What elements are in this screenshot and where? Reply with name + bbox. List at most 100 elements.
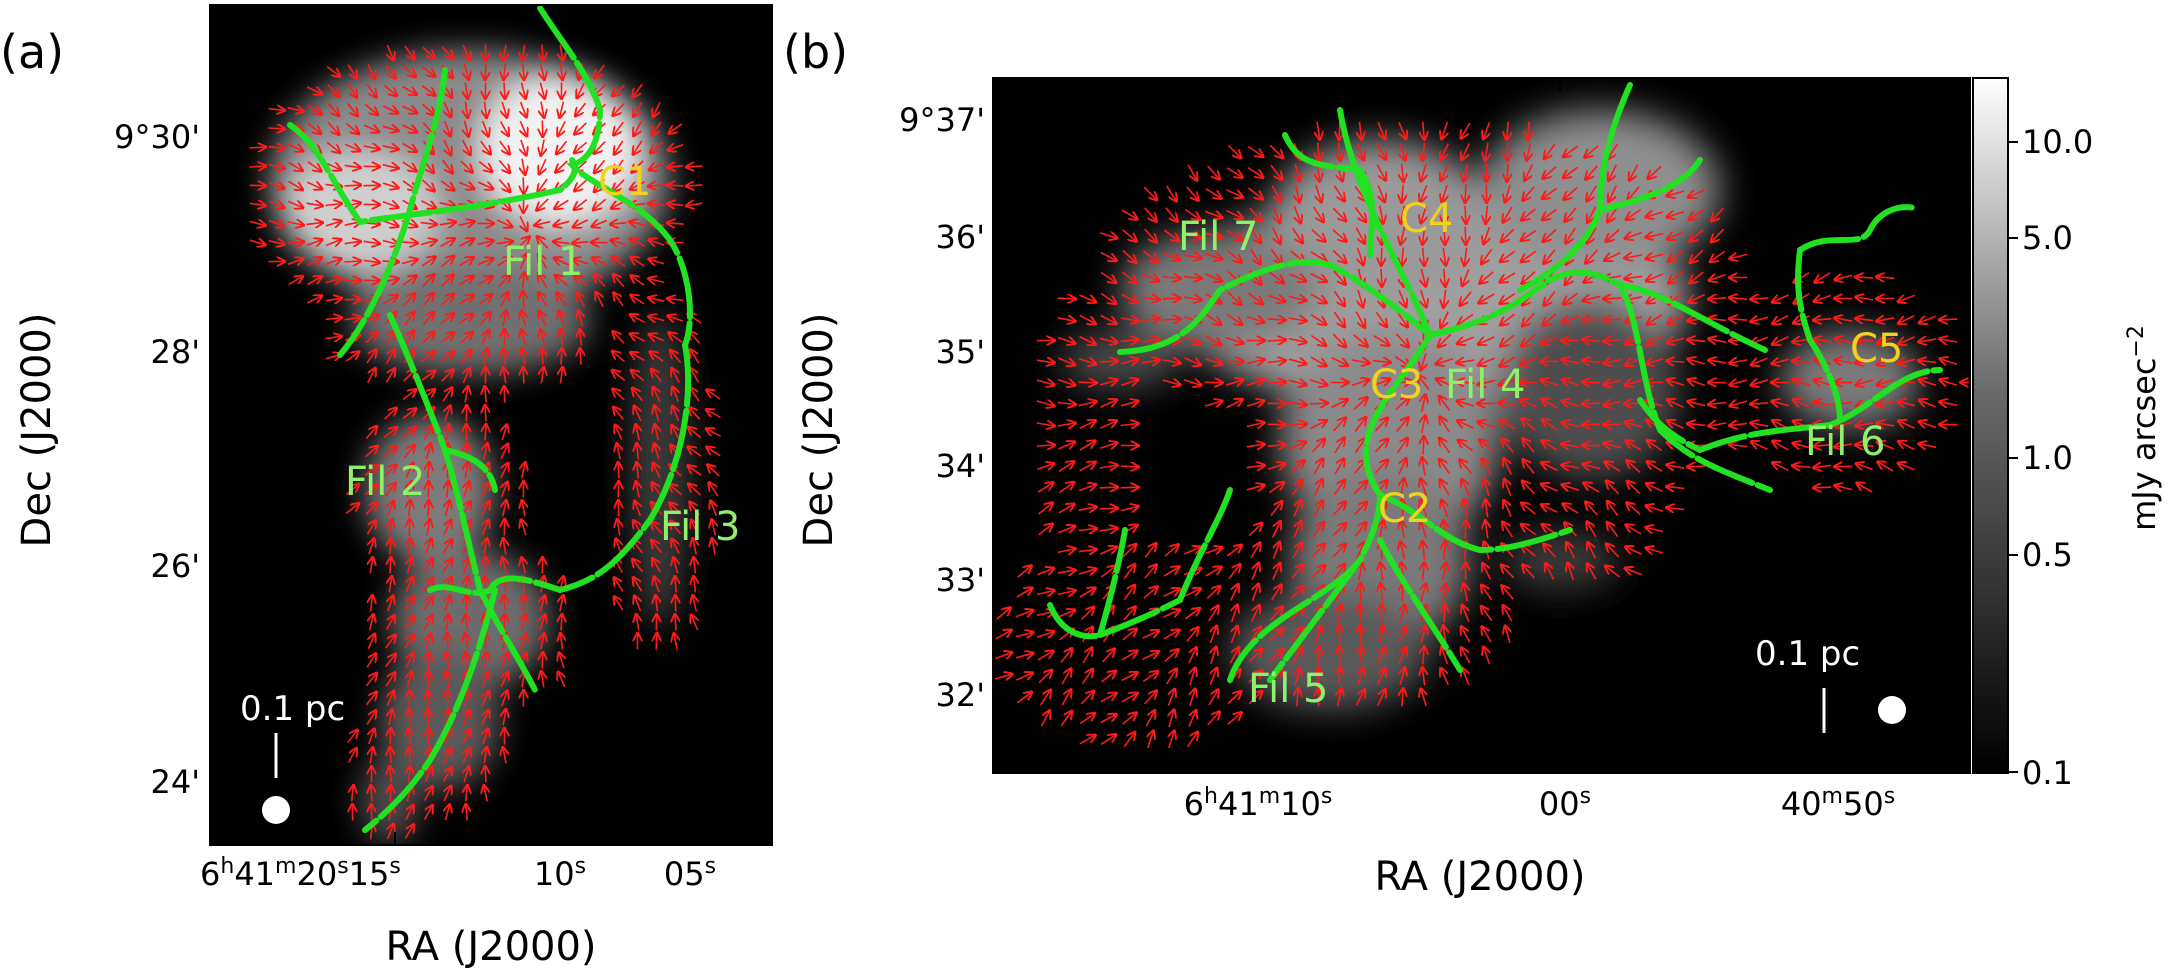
polarization-vector [1036,445,1055,446]
polarization-vector [522,82,526,98]
polarization-vector [366,521,375,535]
polarization-vector [1079,314,1096,323]
polarization-vector [1522,208,1536,220]
polarization-vector [1317,121,1320,139]
polarization-vector [1647,314,1663,325]
polarization-vector [465,463,468,479]
polarization-vector [1751,317,1769,321]
polarization-vector [385,64,395,78]
panel-b-scalebar-label: 0.1 pc [1755,634,1860,674]
polarization-vector [499,140,510,154]
polarization-vector [366,654,376,668]
polarization-vector [478,277,493,286]
polarization-vector [691,369,700,383]
polarization-vector [445,501,449,517]
polarization-vector [1484,226,1490,244]
polarization-vector [1122,249,1136,263]
polarization-vector [439,203,456,206]
ra-tick-label: 40m50s [1781,784,1895,824]
polarization-vector [592,221,608,227]
polarization-vector [446,615,448,631]
polarization-vector [537,237,549,249]
polarization-vector [1523,312,1535,326]
polarization-vector [523,177,524,194]
polarization-vector [636,482,639,498]
polarization-vector [580,330,581,346]
polarization-vector [577,82,584,97]
polarization-vector [669,123,683,133]
polarization-vector [1563,166,1579,177]
polarization-vector [1226,230,1242,240]
polarization-vector [1688,340,1706,342]
polarization-vector [1400,142,1405,160]
polarization-vector [1036,360,1054,363]
polarization-vector [1710,250,1726,261]
polarization-vector [1543,166,1557,179]
polarization-vector [613,332,625,344]
polarization-vector [1667,361,1685,362]
polarization-vector [561,63,563,80]
polarization-vector [1100,314,1117,323]
polarization-vector [1423,121,1425,140]
polarization-vector [560,44,563,61]
polarization-vector [671,521,682,535]
polarization-vector [503,501,506,517]
polarization-vector [422,46,435,58]
polarization-vector [613,103,625,116]
polarization-vector [653,101,660,116]
polarization-vector [371,805,372,821]
polarization-vector [522,349,525,365]
polarization-vector [344,185,361,186]
polarization-vector [325,278,341,282]
polarization-vector [650,352,664,362]
polarization-vector [368,634,374,650]
polarization-vector [575,179,587,191]
polarization-vector [1204,211,1222,217]
polarization-vector [404,312,414,326]
polarization-vector [1485,142,1488,160]
polarization-vector [363,125,379,132]
polarization-vector [503,748,506,764]
polarization-vector [635,596,641,612]
polarization-vector [1269,144,1283,157]
polarization-vector [307,122,320,134]
polarization-vector [633,83,643,97]
polarization-vector [1312,206,1324,222]
polarization-vector [268,128,285,129]
polarization-vector [421,257,435,267]
polarization-vector [344,317,361,319]
polarization-vector [690,350,700,364]
polarization-vector [409,691,410,707]
polarization-vector [1422,226,1424,244]
polarization-vector [426,539,432,555]
polarization-vector [694,558,696,574]
polarization-vector [649,185,665,187]
polarization-vector [1099,487,1118,488]
polarization-vector [652,121,662,135]
polarization-vector [366,711,375,725]
polarization-vector [1057,338,1075,344]
polarization-vector [503,368,505,384]
polarization-vector [1402,584,1403,602]
polarization-vector [630,239,645,247]
polarization-vector [409,710,410,726]
polarization-vector [554,221,570,225]
polarization-vector [500,292,508,307]
colorbar-label: mJy arcsec−2 [2124,325,2164,531]
polarization-vector [1628,186,1640,201]
polarization-vector [612,371,626,382]
polarization-vector [649,279,665,283]
polarization-vector [366,83,376,97]
polarization-vector [538,274,548,288]
polarization-vector [422,275,434,287]
polarization-vector [1295,163,1299,181]
polarization-vector [1375,311,1387,326]
filament-fil7-label: Fil 7 [1178,214,1259,260]
polarization-vector [1609,164,1618,181]
polarization-vector [541,139,544,156]
polarization-vector [541,63,544,80]
polarization-vector [1310,251,1326,261]
polarization-vector [688,466,702,476]
polarization-vector [1465,521,1466,539]
polarization-vector [1226,189,1243,197]
